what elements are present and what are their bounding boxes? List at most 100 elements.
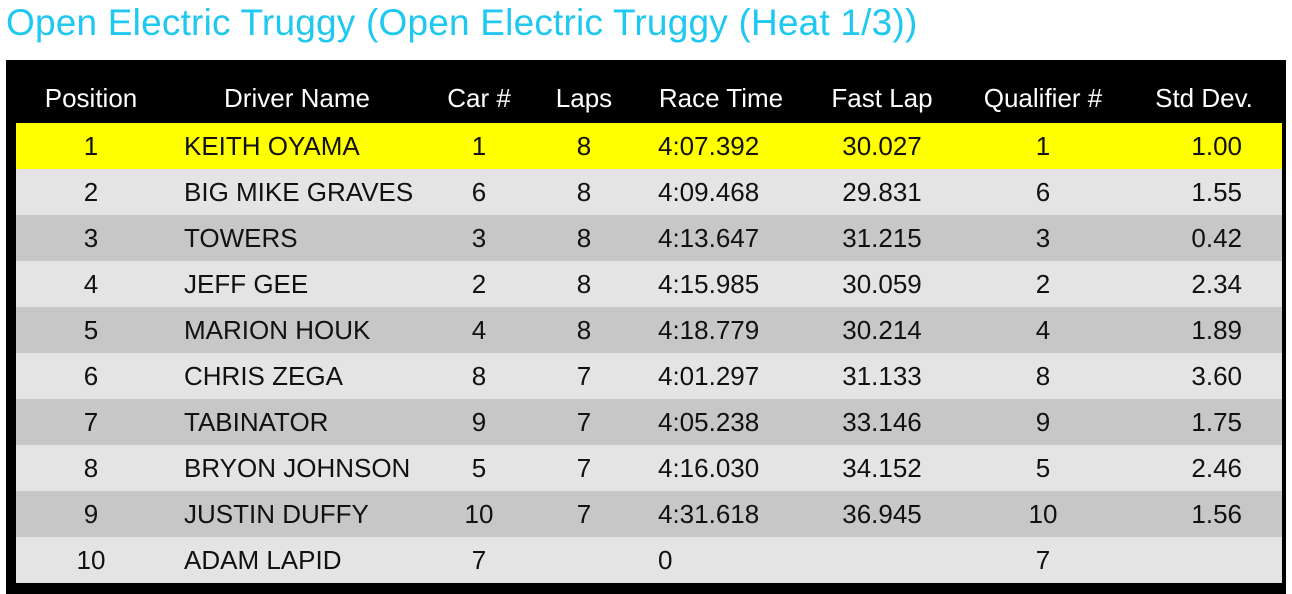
header-fast-lap[interactable]: Fast Lap	[831, 82, 933, 113]
position-cell: 10	[16, 537, 166, 583]
std-dev-cell: 1.00	[1126, 123, 1282, 169]
qualifier-number-cell: 10	[960, 491, 1126, 537]
car-number-cell: 1	[428, 123, 530, 169]
car-number-cell: 5	[428, 445, 530, 491]
driver-name-cell: BIG MIKE GRAVES	[166, 169, 428, 215]
std-dev-cell: 2.46	[1126, 445, 1282, 491]
car-number-cell: 6	[428, 169, 530, 215]
fast-lap-cell: 34.152	[804, 445, 960, 491]
position-cell: 2	[16, 169, 166, 215]
car-number-cell: 3	[428, 215, 530, 261]
car-number-cell: 10	[428, 491, 530, 537]
qualifier-number-cell: 7	[960, 537, 1126, 583]
std-dev-cell	[1126, 537, 1282, 583]
qualifier-number-cell: 4	[960, 307, 1126, 353]
header-car-number[interactable]: Car #	[447, 82, 511, 113]
fast-lap-cell: 33.146	[804, 399, 960, 445]
position-cell: 1	[16, 123, 166, 169]
position-cell: 5	[16, 307, 166, 353]
table-row: 3 TOWERS 3 8 4:13.647 31.215 3 0.42	[16, 215, 1282, 261]
fast-lap-cell: 30.027	[804, 123, 960, 169]
qualifier-number-cell: 9	[960, 399, 1126, 445]
std-dev-cell: 2.34	[1126, 261, 1282, 307]
driver-name-cell: BRYON JOHNSON	[166, 445, 428, 491]
results-table-frame: Position Driver Name Car # Laps Race Tim…	[6, 60, 1286, 594]
qualifier-number-cell: 3	[960, 215, 1126, 261]
header-std-dev[interactable]: Std Dev.	[1155, 82, 1253, 113]
race-time-cell: 4:01.297	[638, 353, 804, 399]
fast-lap-cell: 36.945	[804, 491, 960, 537]
laps-cell: 8	[530, 123, 638, 169]
car-number-cell: 7	[428, 537, 530, 583]
fast-lap-cell: 31.215	[804, 215, 960, 261]
laps-cell: 8	[530, 169, 638, 215]
laps-cell: 7	[530, 399, 638, 445]
std-dev-cell: 1.89	[1126, 307, 1282, 353]
laps-cell: 7	[530, 491, 638, 537]
table-row: 2 BIG MIKE GRAVES 6 8 4:09.468 29.831 6 1.55	[16, 169, 1282, 215]
page-title: Open Electric Truggy (Open Electric Trug…	[6, 2, 918, 43]
laps-cell: 8	[530, 215, 638, 261]
laps-cell: 8	[530, 307, 638, 353]
table-row: 4 JEFF GEE 2 8 4:15.985 30.059 2 2.34	[16, 261, 1282, 307]
std-dev-cell: 1.75	[1126, 399, 1282, 445]
position-cell: 4	[16, 261, 166, 307]
qualifier-number-cell: 2	[960, 261, 1126, 307]
qualifier-number-cell: 1	[960, 123, 1126, 169]
driver-name-cell: MARION HOUK	[166, 307, 428, 353]
std-dev-cell: 1.56	[1126, 491, 1282, 537]
race-time-cell: 4:13.647	[638, 215, 804, 261]
table-row: 7 TABINATOR 9 7 4:05.238 33.146 9 1.75	[16, 399, 1282, 445]
laps-cell: 7	[530, 353, 638, 399]
driver-name-cell: TOWERS	[166, 215, 428, 261]
position-cell: 6	[16, 353, 166, 399]
position-cell: 7	[16, 399, 166, 445]
car-number-cell: 9	[428, 399, 530, 445]
table-row: 10 ADAM LAPID 7 0 7	[16, 537, 1282, 583]
header-race-time[interactable]: Race Time	[658, 82, 784, 113]
table-row: 8 BRYON JOHNSON 5 7 4:16.030 34.152 5 2.46	[16, 445, 1282, 491]
car-number-cell: 2	[428, 261, 530, 307]
race-time-cell: 4:07.392	[638, 123, 804, 169]
position-cell: 8	[16, 445, 166, 491]
std-dev-cell: 0.42	[1126, 215, 1282, 261]
results-table: Position Driver Name Car # Laps Race Tim…	[16, 73, 1282, 583]
race-time-cell: 4:09.468	[638, 169, 804, 215]
fast-lap-cell: 30.214	[804, 307, 960, 353]
fast-lap-cell: 31.133	[804, 353, 960, 399]
race-time-cell: 4:16.030	[638, 445, 804, 491]
header-laps[interactable]: Laps	[555, 82, 613, 113]
race-time-cell: 4:31.618	[638, 491, 804, 537]
position-cell: 3	[16, 215, 166, 261]
race-time-cell: 4:15.985	[638, 261, 804, 307]
driver-name-cell: ADAM LAPID	[166, 537, 428, 583]
qualifier-number-cell: 8	[960, 353, 1126, 399]
laps-cell: 8	[530, 261, 638, 307]
std-dev-cell: 3.60	[1126, 353, 1282, 399]
laps-cell: 7	[530, 445, 638, 491]
table-row-winner: 1 KEITH OYAMA 1 8 4:07.392 30.027 1 1.00	[16, 123, 1282, 169]
table-header-row: Position Driver Name Car # Laps Race Tim…	[16, 73, 1282, 123]
driver-name-cell: TABINATOR	[166, 399, 428, 445]
fast-lap-cell: 30.059	[804, 261, 960, 307]
fast-lap-cell: 29.831	[804, 169, 960, 215]
table-row: 5 MARION HOUK 4 8 4:18.779 30.214 4 1.89	[16, 307, 1282, 353]
car-number-cell: 8	[428, 353, 530, 399]
driver-name-cell: CHRIS ZEGA	[166, 353, 428, 399]
header-driver-name[interactable]: Driver Name	[224, 82, 370, 113]
table-row: 9 JUSTIN DUFFY 10 7 4:31.618 36.945 10 1.56	[16, 491, 1282, 537]
laps-cell	[530, 537, 638, 583]
header-position[interactable]: Position	[44, 82, 138, 113]
race-time-cell: 4:05.238	[638, 399, 804, 445]
std-dev-cell: 1.55	[1126, 169, 1282, 215]
race-time-cell: 4:18.779	[638, 307, 804, 353]
race-time-cell: 0	[638, 537, 804, 583]
header-qualifier-number[interactable]: Qualifier #	[983, 82, 1103, 113]
driver-name-cell: JUSTIN DUFFY	[166, 491, 428, 537]
qualifier-number-cell: 5	[960, 445, 1126, 491]
table-row: 6 CHRIS ZEGA 8 7 4:01.297 31.133 8 3.60	[16, 353, 1282, 399]
fast-lap-cell	[804, 537, 960, 583]
qualifier-number-cell: 6	[960, 169, 1126, 215]
driver-name-cell: KEITH OYAMA	[166, 123, 428, 169]
position-cell: 9	[16, 491, 166, 537]
